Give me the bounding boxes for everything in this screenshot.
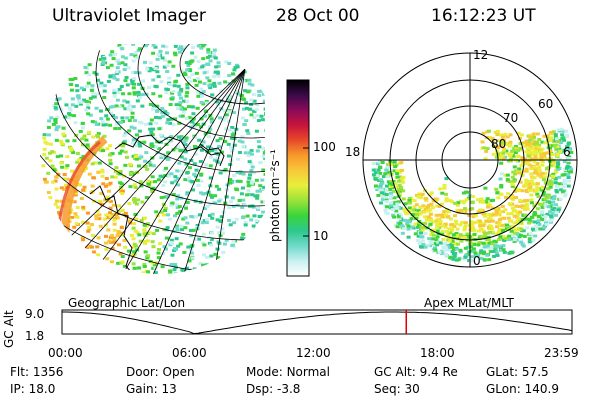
- info-glon: GLon: 140.9: [486, 382, 559, 396]
- latitude-line: [95, 44, 265, 173]
- coastline: [199, 143, 225, 167]
- polar-content: [371, 127, 574, 263]
- mlat-label-70: 70: [503, 111, 518, 125]
- longitude-line: [174, 68, 246, 274]
- info-flt: Flt: 1356: [10, 365, 64, 379]
- app-title: Ultraviolet Imager: [52, 6, 206, 26]
- xtick-0600: 06:00: [172, 346, 207, 360]
- colorbar: [286, 79, 310, 277]
- xtick-1200: 12:00: [296, 346, 331, 360]
- coastline: [89, 185, 137, 274]
- colorbar-unit-label: photon cm⁻²s⁻¹: [268, 149, 282, 242]
- mlt-label-0: 0: [473, 254, 481, 268]
- time-readout: 16:12:23 UT: [431, 6, 536, 26]
- longitude-line: [139, 68, 246, 274]
- info-glat: GLat: 57.5: [486, 365, 549, 379]
- info-door: Door: Open: [126, 365, 195, 379]
- mlt-label-6: 6: [563, 145, 571, 159]
- altitude-ytick-low: 1.8: [25, 329, 45, 343]
- mlt-label-18: 18: [345, 145, 360, 159]
- geographic-image-content: [40, 44, 265, 274]
- coastline: [114, 134, 220, 156]
- mlat-label-60: 60: [538, 97, 553, 111]
- right-panel-caption: Apex MLat/MLT: [424, 296, 514, 310]
- latitude-line: [179, 44, 265, 105]
- info-ip: IP: 18.0: [10, 382, 56, 396]
- xtick-1800: 18:00: [420, 346, 455, 360]
- colorbar-tick-10: 10: [313, 229, 329, 243]
- info-gc-alt: GC Alt: 9.4 Re: [374, 365, 458, 379]
- info-dsp: Dsp: -3.8: [246, 382, 301, 396]
- colorbar-tick-100: 100: [313, 140, 336, 154]
- info-seq: Seq: 30: [374, 382, 420, 396]
- colorbar-gradient: [286, 79, 310, 277]
- longitude-line: [104, 68, 246, 274]
- mlat-label-80: 80: [491, 137, 506, 151]
- xtick-0000: 00:00: [48, 346, 83, 360]
- altitude-plot: [61, 309, 573, 335]
- xtick-2359: 23:59: [544, 346, 579, 360]
- latitude-line: [137, 44, 265, 139]
- altitude-curve: [62, 311, 573, 335]
- mlt-label-12: 12: [473, 48, 488, 62]
- altitude-ylabel: GC Alt: [2, 310, 16, 348]
- altitude-plot-frame: [61, 309, 573, 335]
- info-mode: Mode: Normal: [246, 365, 330, 379]
- info-gain: Gain: 13: [126, 382, 177, 396]
- left-panel-caption: Geographic Lat/Lon: [68, 296, 186, 310]
- geographic-image: [40, 44, 265, 274]
- altitude-ytick-high: 9.0: [25, 307, 45, 321]
- date-readout: 28 Oct 00: [276, 6, 360, 26]
